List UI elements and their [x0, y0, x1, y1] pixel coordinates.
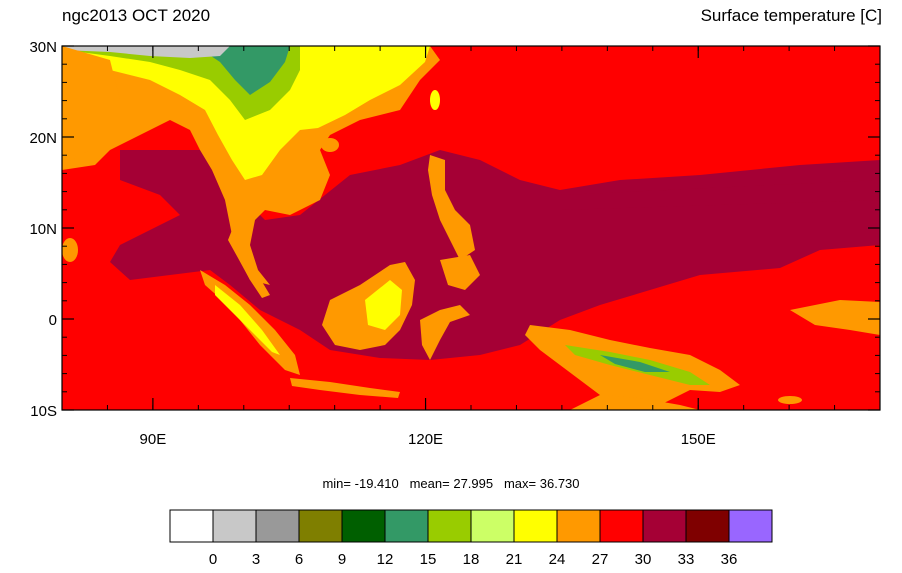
- java-island: [290, 378, 400, 398]
- pacific-warm-band: [560, 180, 880, 210]
- lat-tick-label: 30N: [29, 39, 57, 56]
- colorbar-label: 15: [420, 551, 437, 568]
- colorbar-label: 27: [592, 551, 609, 568]
- colorbar-swatch: [728, 509, 773, 543]
- plot-title-right: Surface temperature [C]: [700, 6, 882, 25]
- lon-tick-label: 90E: [140, 431, 167, 448]
- colorbar-swatch: [599, 509, 644, 543]
- sumatra-highland: [215, 285, 280, 355]
- colorbar-label: 36: [721, 551, 738, 568]
- colorbar-label: 30: [635, 551, 652, 568]
- min-label: min=: [322, 476, 352, 491]
- new-guinea-peaks: [600, 355, 670, 372]
- lat-tick-label: 10S: [30, 403, 57, 420]
- colorbar-swatch: [513, 509, 558, 543]
- colorbar-label: 24: [549, 551, 566, 568]
- statistics-line: min= -19.410 mean= 27.995 max= 36.730: [0, 476, 902, 491]
- colorbar-swatch: [169, 509, 214, 543]
- colorbar-label: 18: [463, 551, 480, 568]
- colorbar-label: 21: [506, 551, 523, 568]
- mindanao-island: [440, 255, 480, 290]
- colorbar-swatch: [427, 509, 472, 543]
- malay-peninsula: [228, 230, 270, 298]
- colorbar-label: 6: [295, 551, 303, 568]
- lat-tick-label: 0: [49, 312, 57, 329]
- colorbar-swatch: [341, 509, 386, 543]
- colorbar-swatch: [642, 509, 687, 543]
- pacific-cool-patch: [790, 300, 880, 335]
- philippines-islands: [428, 155, 475, 260]
- colorbar-label: 0: [209, 551, 217, 568]
- colorbar-label: 33: [678, 551, 695, 568]
- taiwan-island: [430, 90, 440, 110]
- colorbar-swatch: [470, 509, 515, 543]
- colorbar-label: 3: [252, 551, 260, 568]
- sulawesi-island: [420, 305, 470, 360]
- sri-lanka: [62, 238, 78, 262]
- hainan-island: [321, 138, 339, 152]
- colorbar-swatch: [255, 509, 300, 543]
- mean-label: mean=: [409, 476, 450, 491]
- tibet-plateau: [200, 46, 290, 95]
- min-value: -19.410: [354, 476, 399, 491]
- axis-ticks: 90E 120E 150E 30N 20N 10N 0 10S: [29, 39, 881, 448]
- temperature-map: 90E 120E 150E 30N 20N 10N 0 10S: [29, 39, 881, 448]
- australia-north: [570, 395, 700, 410]
- tibet-cold: [62, 46, 230, 58]
- colorbar-swatch: [212, 509, 257, 543]
- borneo-interior: [365, 280, 402, 330]
- colorbar-swatch: [556, 509, 601, 543]
- colorbar-swatch: [384, 509, 429, 543]
- mean-value: 27.995: [453, 476, 494, 491]
- india-peninsula: [62, 46, 120, 165]
- lon-tick-label: 120E: [408, 431, 443, 448]
- colorbar-label: 12: [377, 551, 394, 568]
- max-label: max=: [503, 476, 537, 491]
- plot-title-left: ngc2013 OCT 2020: [62, 6, 211, 25]
- solomon-islands: [778, 396, 802, 404]
- colorbar-label: 9: [338, 551, 346, 568]
- colorbar-swatch: [298, 509, 343, 543]
- colorbar-swatch: [685, 509, 730, 543]
- lon-tick-label: 150E: [681, 431, 716, 448]
- lat-tick-label: 20N: [29, 130, 57, 147]
- lat-tick-label: 10N: [29, 221, 57, 238]
- max-value: 36.730: [539, 476, 580, 491]
